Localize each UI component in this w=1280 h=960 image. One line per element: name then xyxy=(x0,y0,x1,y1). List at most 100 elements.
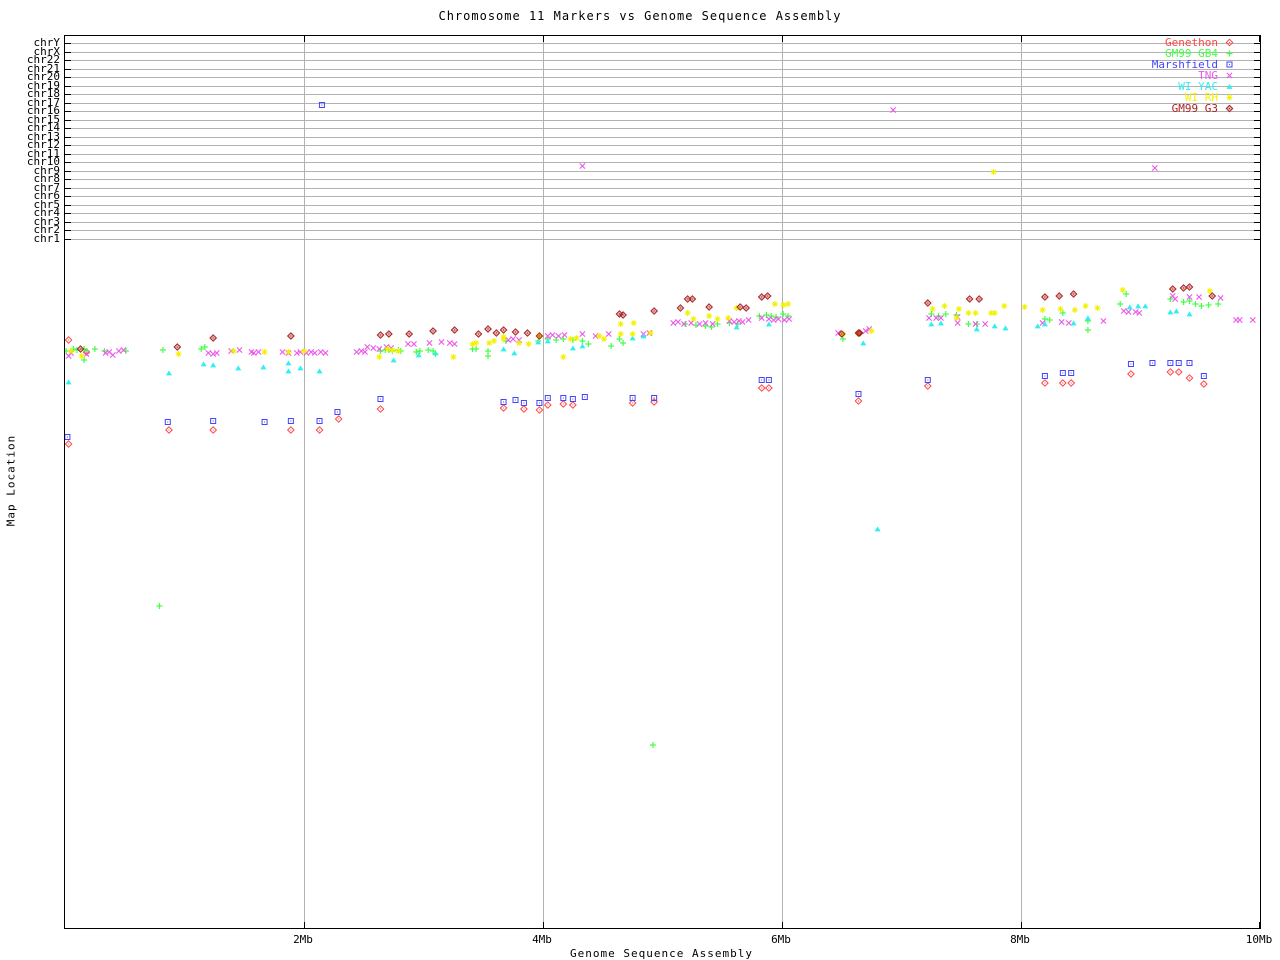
legend-label: WI YAC xyxy=(1178,80,1218,93)
chromosome-gridline xyxy=(65,162,1260,164)
chromosome-gridline xyxy=(65,136,1260,138)
chromosome-gridline xyxy=(65,102,1260,104)
chromosome-gridline xyxy=(65,128,1260,130)
legend-marker-icon xyxy=(1225,104,1234,113)
axis-tick xyxy=(65,153,71,155)
y-tick-label: chr7 xyxy=(33,180,61,194)
y-tick-label: chr6 xyxy=(33,189,61,203)
y-tick-label: chr1 xyxy=(33,231,61,245)
axis-tick xyxy=(65,51,71,53)
axis-tick xyxy=(1254,196,1260,198)
axis-tick xyxy=(1254,85,1260,87)
mb-gridline xyxy=(304,36,305,928)
legend-marker-icon xyxy=(1226,94,1233,101)
legend-item: WI RH xyxy=(1185,92,1236,103)
chromosome-gridline xyxy=(65,153,1260,155)
axis-tick xyxy=(1254,128,1260,130)
axis-tick xyxy=(65,85,71,87)
chromosome-gridline xyxy=(65,230,1260,232)
mb-gridline xyxy=(782,36,783,928)
axis-tick xyxy=(1254,170,1260,172)
axis-tick xyxy=(1254,119,1260,121)
chromosome-gridline xyxy=(65,179,1260,181)
x-tick-label: 2Mb xyxy=(293,933,313,946)
legend-marker-icon xyxy=(1226,83,1233,89)
axis-tick xyxy=(1254,153,1260,155)
x-axis-title: Genome Sequence Assembly xyxy=(570,947,753,960)
legend-marker-icon xyxy=(1226,72,1233,79)
axis-tick xyxy=(1021,36,1022,42)
legend-item: GM99 G3 xyxy=(1172,103,1236,114)
legend-item: TNG xyxy=(1198,70,1236,81)
axis-tick xyxy=(1259,922,1260,928)
chromosome-gridline xyxy=(65,119,1260,121)
axis-tick xyxy=(65,77,71,79)
y-tick-label: chr13 xyxy=(26,129,60,143)
axis-tick xyxy=(1254,187,1260,189)
axis-tick xyxy=(65,213,71,215)
chromosome-gridline xyxy=(65,221,1260,223)
axis-tick xyxy=(1254,68,1260,70)
axis-tick xyxy=(304,36,305,42)
axis-tick xyxy=(1254,60,1260,62)
x-tick-label: 4Mb xyxy=(532,933,552,946)
y-tick-label: chr19 xyxy=(26,78,60,92)
legend-label: WI RH xyxy=(1184,91,1218,104)
legend-item: WI YAC xyxy=(1178,81,1236,92)
chromosome-gridline xyxy=(65,43,1260,44)
scatter-points-layer xyxy=(65,102,1256,748)
axis-tick xyxy=(65,94,71,96)
y-tick-label: chr18 xyxy=(26,87,60,101)
chromosome-gridline xyxy=(65,77,1260,79)
axis-tick xyxy=(1254,238,1260,240)
axis-tick xyxy=(65,43,71,44)
chromosome-gridline xyxy=(65,213,1260,215)
mb-gridline xyxy=(543,36,544,928)
chromosome-gridline xyxy=(65,94,1260,96)
y-tick-label: chr10 xyxy=(26,155,60,169)
y-tick-label: chrX xyxy=(33,44,61,58)
axis-tick xyxy=(65,230,71,232)
chromosome-gridline xyxy=(65,111,1260,113)
chromosome-gridline xyxy=(65,238,1260,240)
axis-tick xyxy=(782,36,783,42)
legend-marker-icon xyxy=(1225,38,1234,47)
x-tick-label: 6Mb xyxy=(771,933,791,946)
y-tick-label: chr20 xyxy=(26,70,60,84)
legend-label: Marshfield xyxy=(1151,58,1218,71)
chromosome-gridline xyxy=(65,204,1260,206)
legend-label: GM99 G3 xyxy=(1171,102,1218,115)
y-tick-label: chr4 xyxy=(33,206,61,220)
axis-tick xyxy=(1259,36,1260,42)
legend-label: Genethon xyxy=(1165,36,1218,49)
axis-tick xyxy=(1254,43,1260,44)
axis-tick xyxy=(1254,230,1260,232)
axis-tick xyxy=(1254,204,1260,206)
chromosome-gridline xyxy=(65,68,1260,70)
chart-title: Chromosome 11 Markers vs Genome Sequence… xyxy=(438,9,842,23)
axis-tick xyxy=(1021,922,1022,928)
legend-label: TNG xyxy=(1198,69,1218,82)
axis-tick xyxy=(65,170,71,172)
axis-tick xyxy=(65,204,71,206)
axis-tick xyxy=(1254,179,1260,181)
axis-tick xyxy=(65,145,71,147)
y-tick-label: chr2 xyxy=(33,223,61,237)
axis-tick xyxy=(1254,221,1260,223)
chromosome-gridline xyxy=(65,170,1260,172)
axis-tick xyxy=(1254,213,1260,215)
axis-tick xyxy=(1254,102,1260,104)
axis-tick xyxy=(65,60,71,62)
axis-tick xyxy=(304,922,305,928)
legend-item: GM99 GB4 xyxy=(1165,48,1236,59)
axis-tick xyxy=(65,196,71,198)
axis-tick xyxy=(543,36,544,42)
chromosome-gridline xyxy=(65,145,1260,147)
axis-tick xyxy=(65,238,71,240)
legend-label: GM99 GB4 xyxy=(1165,47,1218,60)
y-tick-label: chr16 xyxy=(26,104,60,118)
y-tick-label: chr9 xyxy=(33,163,61,177)
y-tick-label: chr12 xyxy=(26,138,60,152)
axis-tick xyxy=(1254,51,1260,53)
axis-tick xyxy=(1254,145,1260,147)
